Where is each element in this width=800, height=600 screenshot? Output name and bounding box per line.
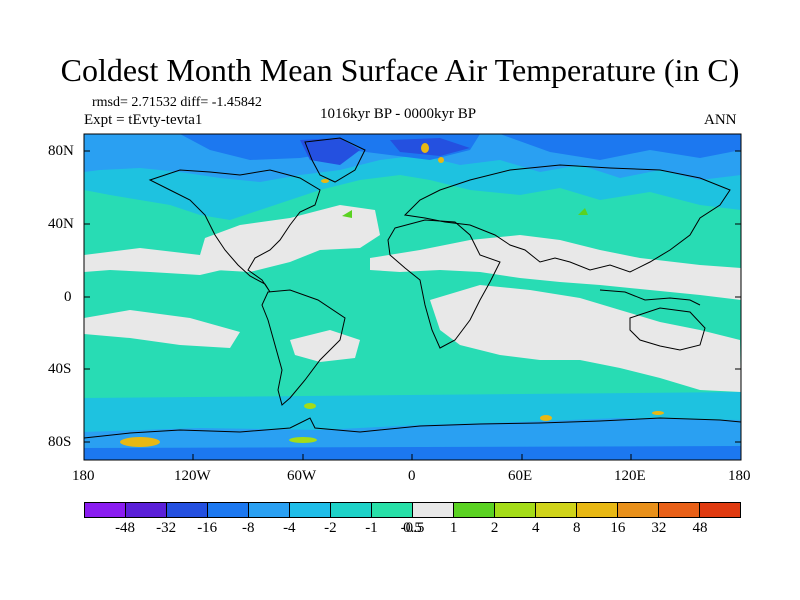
lat-tick-label: 80S [48, 434, 72, 450]
lon-tick-label: 120E [614, 468, 646, 484]
arctic-extreme-cooling-region [390, 138, 470, 156]
greenland-strong-cooling [300, 138, 360, 165]
period-label: 1016kyr BP - 0000kyr BP [320, 106, 477, 122]
colorbar-label: 8 [573, 520, 581, 536]
north-america-coast [148, 169, 321, 293]
colorbar-swatch [85, 503, 126, 517]
lat-tick-label: 40N [48, 216, 74, 232]
weddell-warm-spot [304, 403, 316, 409]
colorbar-label: 1 [449, 520, 458, 536]
north-atlantic-neutral-patch [200, 205, 380, 272]
indian-ocean-neutral-area [430, 285, 741, 392]
colorbar-label: -16 [197, 520, 218, 536]
lon-tick-label: 0 [408, 468, 416, 484]
lat-tick-label: 40S [48, 361, 72, 377]
colorbar-swatch [290, 503, 331, 517]
colorbar-swatch [577, 503, 618, 517]
colorbar-label: 2 [490, 520, 499, 536]
colorbar-swatch [413, 503, 454, 517]
lat-tick-label: 0 [64, 289, 72, 305]
experiment-label: Expt = tEvty-tevta1 [84, 112, 203, 128]
lat-tick-label: 80N [48, 143, 74, 159]
colorbar-label: 4 [531, 520, 540, 536]
lon-tick-label: 180 [72, 468, 95, 484]
coastlines [84, 137, 741, 439]
indonesia-coast [599, 289, 701, 306]
colorbar-swatch [495, 503, 536, 517]
east-antarctic-warm-spot-2 [652, 411, 664, 415]
colorbar-swatch [618, 503, 659, 517]
axis-ticks [84, 150, 741, 460]
chart-title: Coldest Month Mean Surface Air Temperatu… [60, 52, 740, 88]
lon-tick-label: 60W [287, 468, 317, 484]
lon-tick-label: 60E [508, 468, 533, 484]
africa-coast [387, 219, 501, 349]
colorbar-swatch [454, 503, 495, 517]
colorbar-swatch [126, 503, 167, 517]
north-pacific-neutral-patch [84, 248, 230, 275]
colorbar-label: -1 [365, 520, 378, 536]
colorbar-swatch [167, 503, 208, 517]
colorbar-swatch [372, 503, 413, 517]
colorbar [84, 502, 741, 518]
south-america-coast [261, 289, 346, 406]
australia-coast [629, 307, 706, 351]
greenland-coast [304, 137, 366, 183]
colorbar-swatch [331, 503, 372, 517]
south-pacific-neutral-patch [84, 310, 240, 348]
atlantic-warm-spot [342, 210, 352, 218]
colorbar-swatch [208, 503, 249, 517]
colorbar-swatch [659, 503, 700, 517]
lon-tick-label: 120W [174, 468, 211, 484]
colorbar-label: -32 [156, 520, 177, 536]
antarctica-coast [84, 417, 741, 439]
colorbar-label: 32 [651, 520, 667, 536]
season-label: ANN [704, 112, 737, 128]
barents-warm-spot [438, 157, 444, 163]
canada-warm-spot [321, 179, 329, 183]
colorbar-label: -2 [324, 520, 337, 536]
tropical-neutral-band [370, 235, 741, 300]
lon-tick-label: 180 [728, 468, 751, 484]
asia-warm-spot [578, 208, 588, 215]
colorbar-label: 48 [692, 520, 708, 536]
east-antarctic-warm-spot [540, 415, 552, 421]
europe-asia-coast [403, 164, 731, 273]
antarctic-warm-spot-west [120, 437, 160, 447]
siberia-deep-cooling-region [500, 134, 741, 160]
antarctic-warm-spot-peninsula [289, 437, 317, 443]
colorbar-label: -48 [115, 520, 136, 536]
colorbar-label: -8 [242, 520, 255, 536]
colorbar-swatch [249, 503, 290, 517]
south-atlantic-neutral-patch [290, 330, 360, 362]
arctic-warm-spot [421, 143, 429, 153]
colorbar-swatch [536, 503, 577, 517]
colorbar-swatch [700, 503, 740, 517]
colorbar-label: -0.5 [400, 520, 425, 536]
colorbar-label: -4 [283, 520, 296, 536]
colorbar-label: 16 [610, 520, 626, 536]
rmsd-diff-label: rmsd= 2.71532 diff= -1.45842 [92, 95, 262, 110]
colorbar-label: 0.5 [403, 520, 422, 536]
antarctica-strong-cooling [84, 446, 741, 460]
